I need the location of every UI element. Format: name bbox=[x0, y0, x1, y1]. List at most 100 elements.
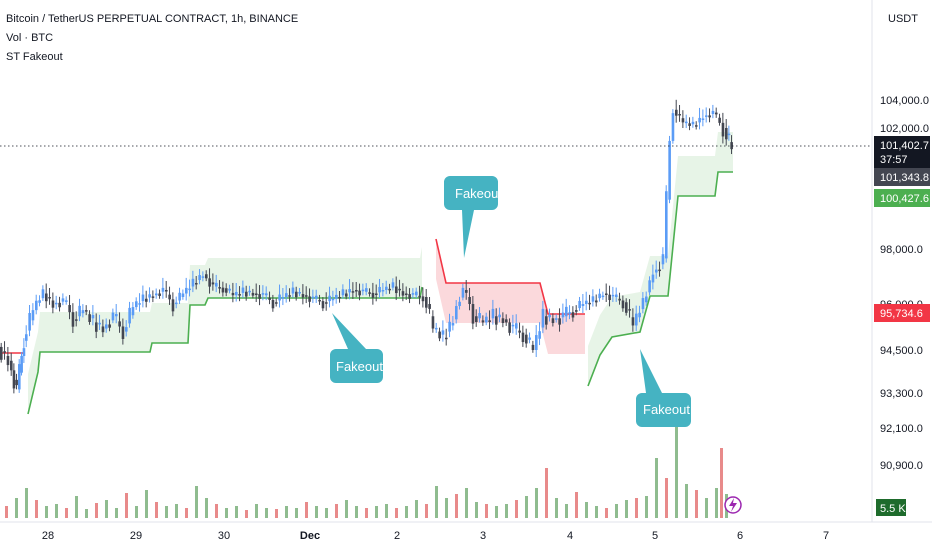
candle bbox=[351, 291, 355, 293]
svg-text:5.5 K: 5.5 K bbox=[880, 503, 906, 515]
candle bbox=[95, 322, 98, 332]
volume-bar bbox=[635, 498, 638, 518]
candle bbox=[461, 287, 465, 298]
candle bbox=[181, 293, 185, 297]
candle bbox=[135, 301, 138, 308]
volume-bars bbox=[5, 393, 728, 518]
candle bbox=[455, 306, 458, 320]
volume-bar bbox=[425, 504, 428, 518]
volume-bar bbox=[505, 504, 508, 518]
candle bbox=[695, 125, 698, 127]
currency-label[interactable]: USDT bbox=[888, 13, 918, 25]
candle bbox=[175, 302, 178, 305]
x-tick-label: 5 bbox=[652, 530, 658, 542]
candle bbox=[701, 118, 705, 120]
candle bbox=[75, 319, 78, 321]
volume-bar bbox=[305, 502, 308, 518]
volume-bar bbox=[65, 508, 68, 518]
candle bbox=[665, 191, 668, 259]
candle bbox=[411, 293, 415, 295]
candle bbox=[705, 115, 708, 117]
candle bbox=[148, 294, 151, 298]
candle bbox=[61, 298, 65, 302]
candle bbox=[568, 312, 571, 315]
indicator-label[interactable]: ST Fakeout bbox=[6, 51, 63, 63]
candle bbox=[305, 295, 308, 297]
candle bbox=[615, 294, 618, 297]
candle bbox=[185, 287, 188, 294]
candle bbox=[727, 133, 731, 136]
candle bbox=[565, 306, 568, 317]
candle bbox=[291, 287, 295, 294]
supertrend-up-line bbox=[587, 171, 733, 387]
candle bbox=[625, 302, 628, 313]
candle bbox=[58, 302, 61, 308]
volume-bar bbox=[665, 478, 668, 518]
candle bbox=[428, 304, 431, 309]
x-tick-label: Dec bbox=[300, 530, 320, 542]
candle bbox=[308, 296, 311, 302]
volume-bar bbox=[655, 458, 658, 518]
candle bbox=[598, 293, 601, 299]
candle bbox=[65, 300, 68, 302]
volume-indicator-label[interactable]: Vol · BTC bbox=[6, 32, 54, 44]
candle bbox=[41, 289, 45, 299]
candle bbox=[555, 318, 558, 320]
candle bbox=[685, 121, 688, 124]
candle bbox=[518, 330, 521, 333]
volume-bar bbox=[265, 508, 268, 518]
volume-bar bbox=[45, 506, 48, 518]
volume-bar bbox=[125, 493, 128, 518]
candle bbox=[248, 290, 251, 293]
volume-bar bbox=[515, 500, 518, 518]
symbol-title[interactable]: Bitcoin / TetherUS PERPETUAL CONTRACT, 1… bbox=[6, 13, 299, 25]
svg-text:Fakeout: Fakeout bbox=[336, 359, 383, 374]
candle bbox=[3, 351, 6, 353]
volume-bar bbox=[445, 498, 448, 518]
candle bbox=[115, 314, 118, 317]
candle bbox=[418, 295, 421, 298]
time-axis[interactable]: 28 29 30 Dec 2 3 4 5 6 7 bbox=[42, 530, 829, 542]
candle bbox=[235, 291, 238, 296]
lightning-icon[interactable] bbox=[724, 496, 742, 514]
supertrend-up-tag: 100,427.6 bbox=[874, 189, 930, 207]
candle bbox=[275, 302, 278, 304]
candle bbox=[111, 312, 115, 321]
candle bbox=[81, 310, 85, 314]
candle bbox=[231, 292, 235, 296]
volume-bar bbox=[215, 504, 218, 518]
volume-bar bbox=[405, 506, 408, 518]
fakeout-callout-3: Fakeout bbox=[636, 349, 691, 427]
candle bbox=[711, 110, 715, 114]
candle bbox=[138, 303, 141, 305]
y-tick-label: 90,900.0 bbox=[880, 460, 923, 472]
volume-bar bbox=[545, 468, 548, 518]
candle bbox=[221, 287, 225, 293]
candle bbox=[681, 118, 685, 123]
volume-bar bbox=[325, 508, 328, 518]
candle bbox=[101, 326, 105, 333]
candle bbox=[588, 302, 591, 305]
x-tick-label: 3 bbox=[480, 530, 486, 542]
volume-bar bbox=[185, 508, 188, 518]
candle bbox=[295, 291, 298, 298]
volume-bar bbox=[85, 509, 88, 518]
candle bbox=[311, 296, 315, 299]
candle bbox=[661, 254, 665, 265]
candle bbox=[521, 332, 525, 343]
candle bbox=[505, 319, 508, 323]
candle bbox=[571, 312, 575, 318]
candle bbox=[85, 310, 88, 312]
candle bbox=[268, 297, 271, 300]
svg-text:Fakeout: Fakeout bbox=[643, 402, 690, 417]
candle bbox=[628, 309, 631, 311]
volume-bar bbox=[565, 504, 568, 518]
candle bbox=[468, 297, 471, 304]
candle bbox=[325, 302, 328, 304]
candle bbox=[265, 293, 268, 296]
svg-text:100,427.6: 100,427.6 bbox=[880, 193, 929, 205]
volume-bar bbox=[145, 490, 148, 518]
volume-bar bbox=[285, 506, 288, 518]
volume-bar bbox=[435, 486, 438, 518]
